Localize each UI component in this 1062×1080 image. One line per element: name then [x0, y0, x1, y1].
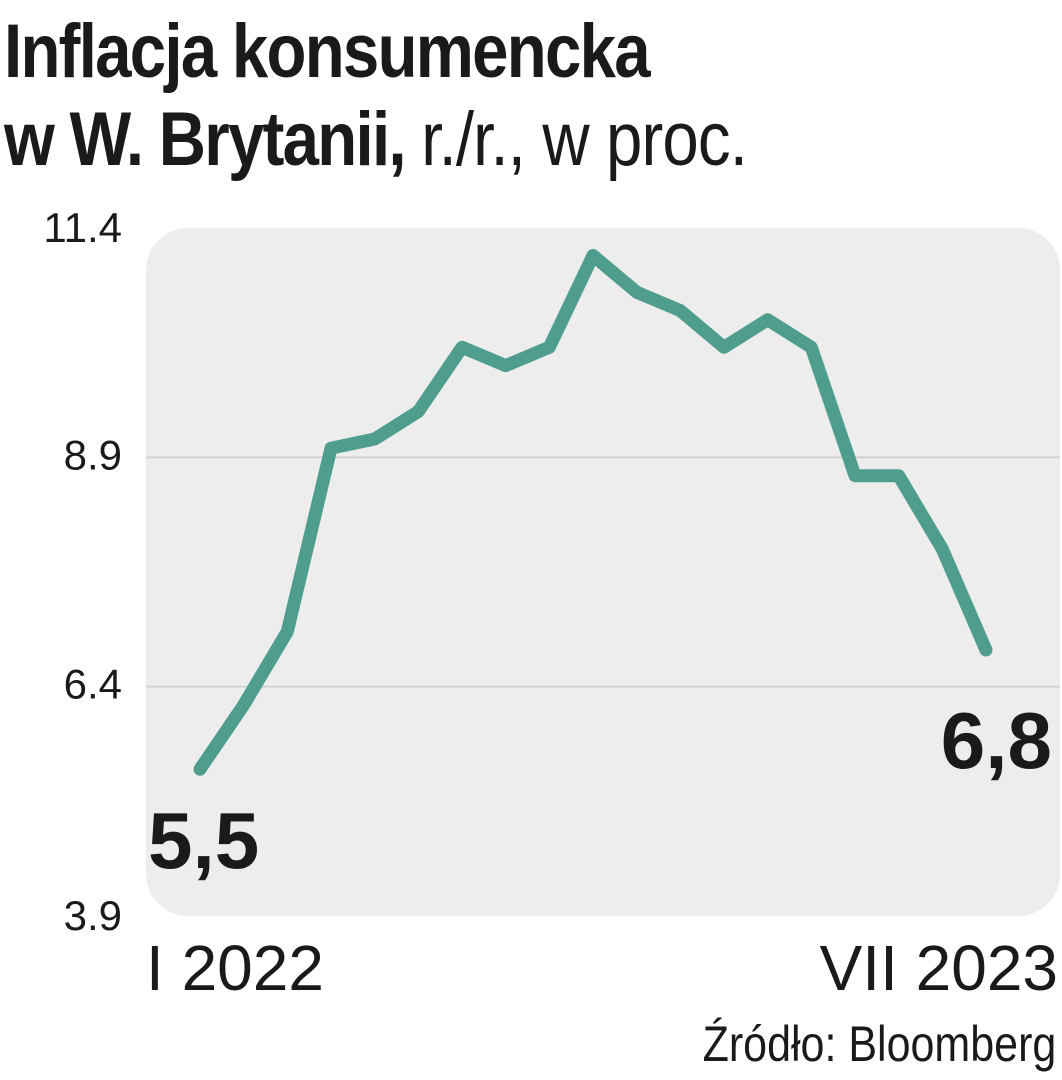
x-axis-ticks: I 2022 VII 2023 [146, 932, 1058, 1004]
y-tick-label: 8.9 [64, 431, 122, 478]
plot-background [146, 228, 1060, 916]
chart-title: Inflacja konsumencka w W. Brytanii, r./r… [4, 8, 748, 184]
x-tick-label-end: VII 2023 [820, 932, 1058, 1004]
source-note: Źródło: Bloomberg [702, 1016, 1056, 1072]
chart-subtitle: r./r., w proc. [421, 97, 748, 182]
title-line-1: Inflacja konsumencka [4, 9, 651, 94]
start-value-label: 5,5 [148, 796, 259, 885]
x-tick-label-start: I 2022 [146, 932, 324, 1004]
y-tick-label: 6.4 [64, 661, 122, 708]
y-axis-ticks: 11.4 8.9 6.4 3.9 [43, 204, 122, 939]
y-tick-label: 11.4 [43, 204, 122, 251]
value-labels: 5,5 6,8 [148, 696, 1052, 885]
title-line-2: w W. Brytanii, [4, 97, 407, 182]
end-value-label: 6,8 [941, 696, 1052, 785]
y-tick-label: 3.9 [64, 892, 122, 939]
series-layer [193, 249, 993, 776]
gridlines [146, 456, 1060, 688]
